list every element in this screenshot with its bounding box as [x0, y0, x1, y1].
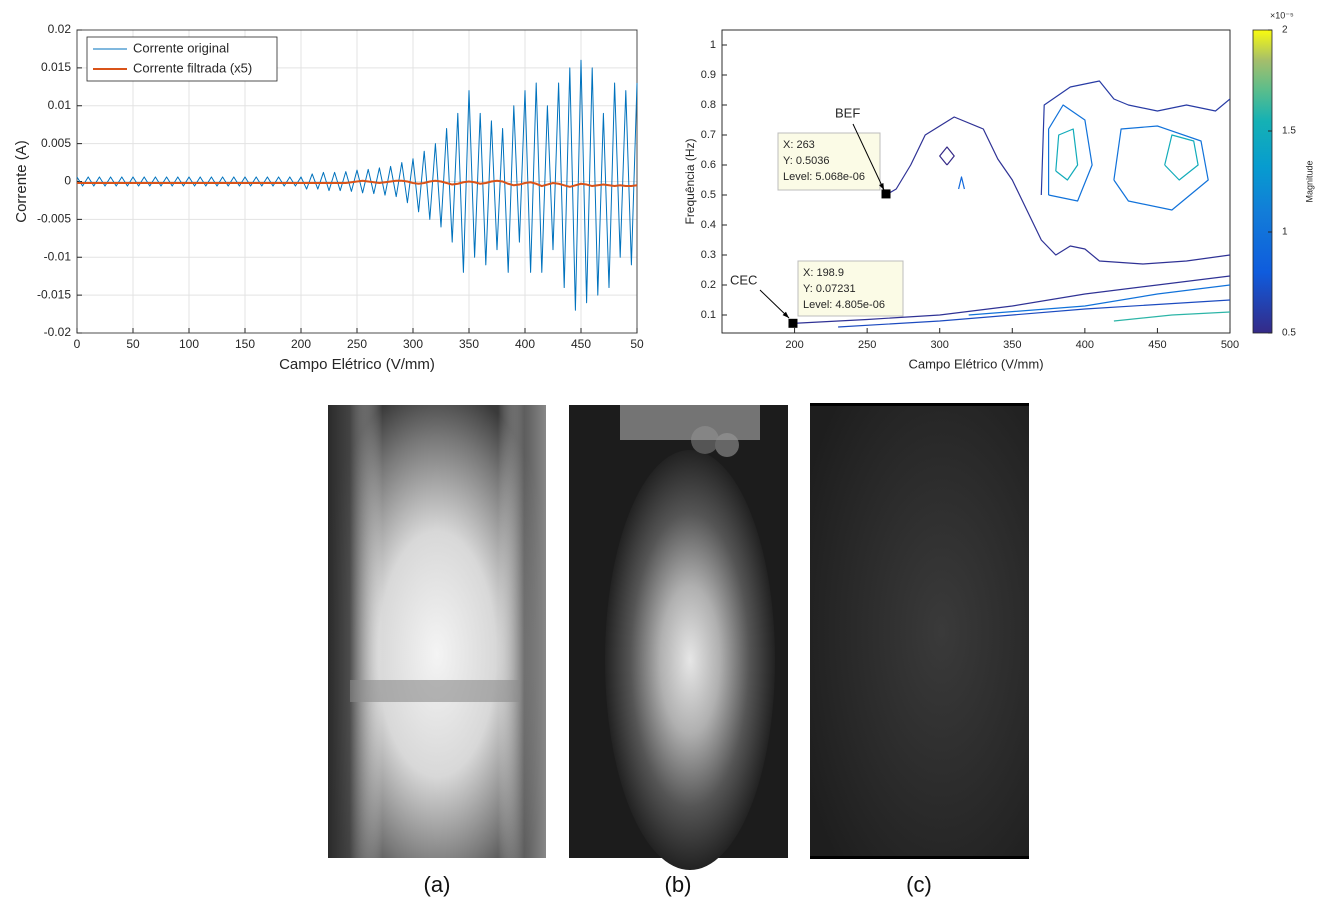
contour-line — [968, 284, 1230, 316]
y-tick-label: 0.3 — [701, 249, 716, 261]
datatip-text: Y: 0.07231 — [803, 283, 856, 295]
y-tick-label: 0.9 — [701, 69, 716, 81]
y-axis-label: Frequência (Hz) — [683, 138, 697, 224]
colorbar-exponent: ×10⁻⁵ — [1270, 10, 1294, 20]
x-tick-label: 300 — [931, 339, 949, 351]
contour-line — [958, 176, 965, 190]
x-tick-label: 100 — [179, 337, 199, 351]
contour-line — [1113, 311, 1230, 322]
annotation: CEC — [730, 272, 757, 287]
y-tick-label: 0.6 — [701, 159, 716, 171]
panel-label: (c) — [906, 872, 932, 897]
x-tick-label: 50 — [630, 337, 644, 351]
y-tick-label: -0.005 — [37, 212, 71, 226]
y-tick-label: 0.8 — [701, 99, 716, 111]
x-tick-label: 50 — [126, 337, 140, 351]
datatip-marker — [788, 318, 798, 328]
contour-line — [1048, 104, 1093, 202]
x-tick-label: 450 — [1148, 339, 1166, 351]
contour-line — [939, 146, 955, 166]
annotation-arrowhead — [782, 311, 789, 318]
datatip-box — [777, 132, 881, 191]
colorbar — [1252, 29, 1273, 334]
legend-label: Corrente filtrada (x5) — [133, 60, 252, 75]
y-tick-label: 0.01 — [48, 98, 72, 112]
datatip-text: X: 263 — [783, 139, 815, 151]
contour-group — [792, 80, 1230, 328]
x-tick-label: 200 — [785, 339, 803, 351]
y-tick-label: 0.1 — [701, 309, 716, 321]
y-tick-label: 0.2 — [701, 279, 716, 291]
y-axis-label: Corrente (A) — [13, 140, 30, 223]
photo-c — [810, 403, 1029, 859]
y-tick-label: 0.5 — [701, 189, 716, 201]
legend-label: Corrente original — [133, 40, 229, 55]
annotation-arrow — [759, 289, 790, 319]
x-tick-label: 250 — [858, 339, 876, 351]
y-tick-label: 1 — [710, 39, 716, 51]
photo-a — [328, 405, 546, 858]
contour-line — [792, 275, 1230, 324]
contour-line — [1040, 80, 1230, 196]
x-tick-label: 150 — [235, 337, 255, 351]
datatip-box — [797, 260, 904, 317]
annotation-arrow — [852, 123, 885, 191]
panel-label: (a) — [424, 872, 451, 897]
x-tick-label: 350 — [459, 337, 479, 351]
y-tick-label: 0.7 — [701, 129, 716, 141]
contour-line — [885, 116, 1230, 265]
y-tick-label: -0.01 — [44, 249, 72, 263]
contour-line — [1055, 128, 1079, 181]
x-tick-label: 400 — [515, 337, 535, 351]
datatip-marker — [881, 189, 891, 199]
x-tick-label: 300 — [403, 337, 423, 351]
x-tick-label: 400 — [1076, 339, 1094, 351]
y-tick-label: 0.005 — [41, 136, 71, 150]
y-tick-label: -0.015 — [37, 287, 71, 301]
colorbar-tick-label: 1.5 — [1282, 126, 1296, 137]
y-tick-label: -0.02 — [44, 325, 72, 339]
colorbar-tick-label: 2 — [1282, 25, 1288, 36]
x-tick-label: 200 — [291, 337, 311, 351]
contour-line — [838, 299, 1230, 328]
legend-box — [86, 36, 278, 82]
x-tick-label: 450 — [571, 337, 591, 351]
datatip-text: Y: 0.5036 — [783, 155, 830, 167]
plot-frame — [721, 29, 1231, 334]
colorbar-tick-label: 0.5 — [1282, 328, 1296, 339]
x-tick-label: 500 — [1221, 339, 1239, 351]
x-axis-label: Campo Elétrico (V/mm) — [279, 356, 435, 373]
annotation-arrowhead — [879, 183, 884, 190]
plot-frame — [76, 29, 638, 334]
datatip-text: Level: 4.805e-06 — [803, 299, 885, 311]
datatip-text: X: 198.9 — [803, 267, 844, 279]
x-tick-label: 250 — [347, 337, 367, 351]
y-tick-label: 0 — [64, 174, 71, 188]
annotation: BEF — [835, 105, 860, 120]
contour-line — [1164, 134, 1199, 181]
x-axis-label: Campo Elétrico (V/mm) — [908, 356, 1043, 371]
colorbar-tick-label: 1 — [1282, 227, 1288, 238]
y-tick-label: 0.02 — [48, 22, 72, 36]
contour-line — [1113, 125, 1209, 211]
photo-b — [569, 405, 788, 870]
panel-label: (b) — [665, 872, 692, 897]
series-line — [77, 179, 638, 188]
colorbar-label: Magnitude — [1304, 160, 1314, 202]
y-tick-label: 0.015 — [41, 60, 71, 74]
y-tick-label: 0.4 — [701, 219, 716, 231]
datatip-text: Level: 5.068e-06 — [783, 171, 865, 183]
x-tick-label: 350 — [1003, 339, 1021, 351]
x-tick-label: 0 — [74, 337, 81, 351]
